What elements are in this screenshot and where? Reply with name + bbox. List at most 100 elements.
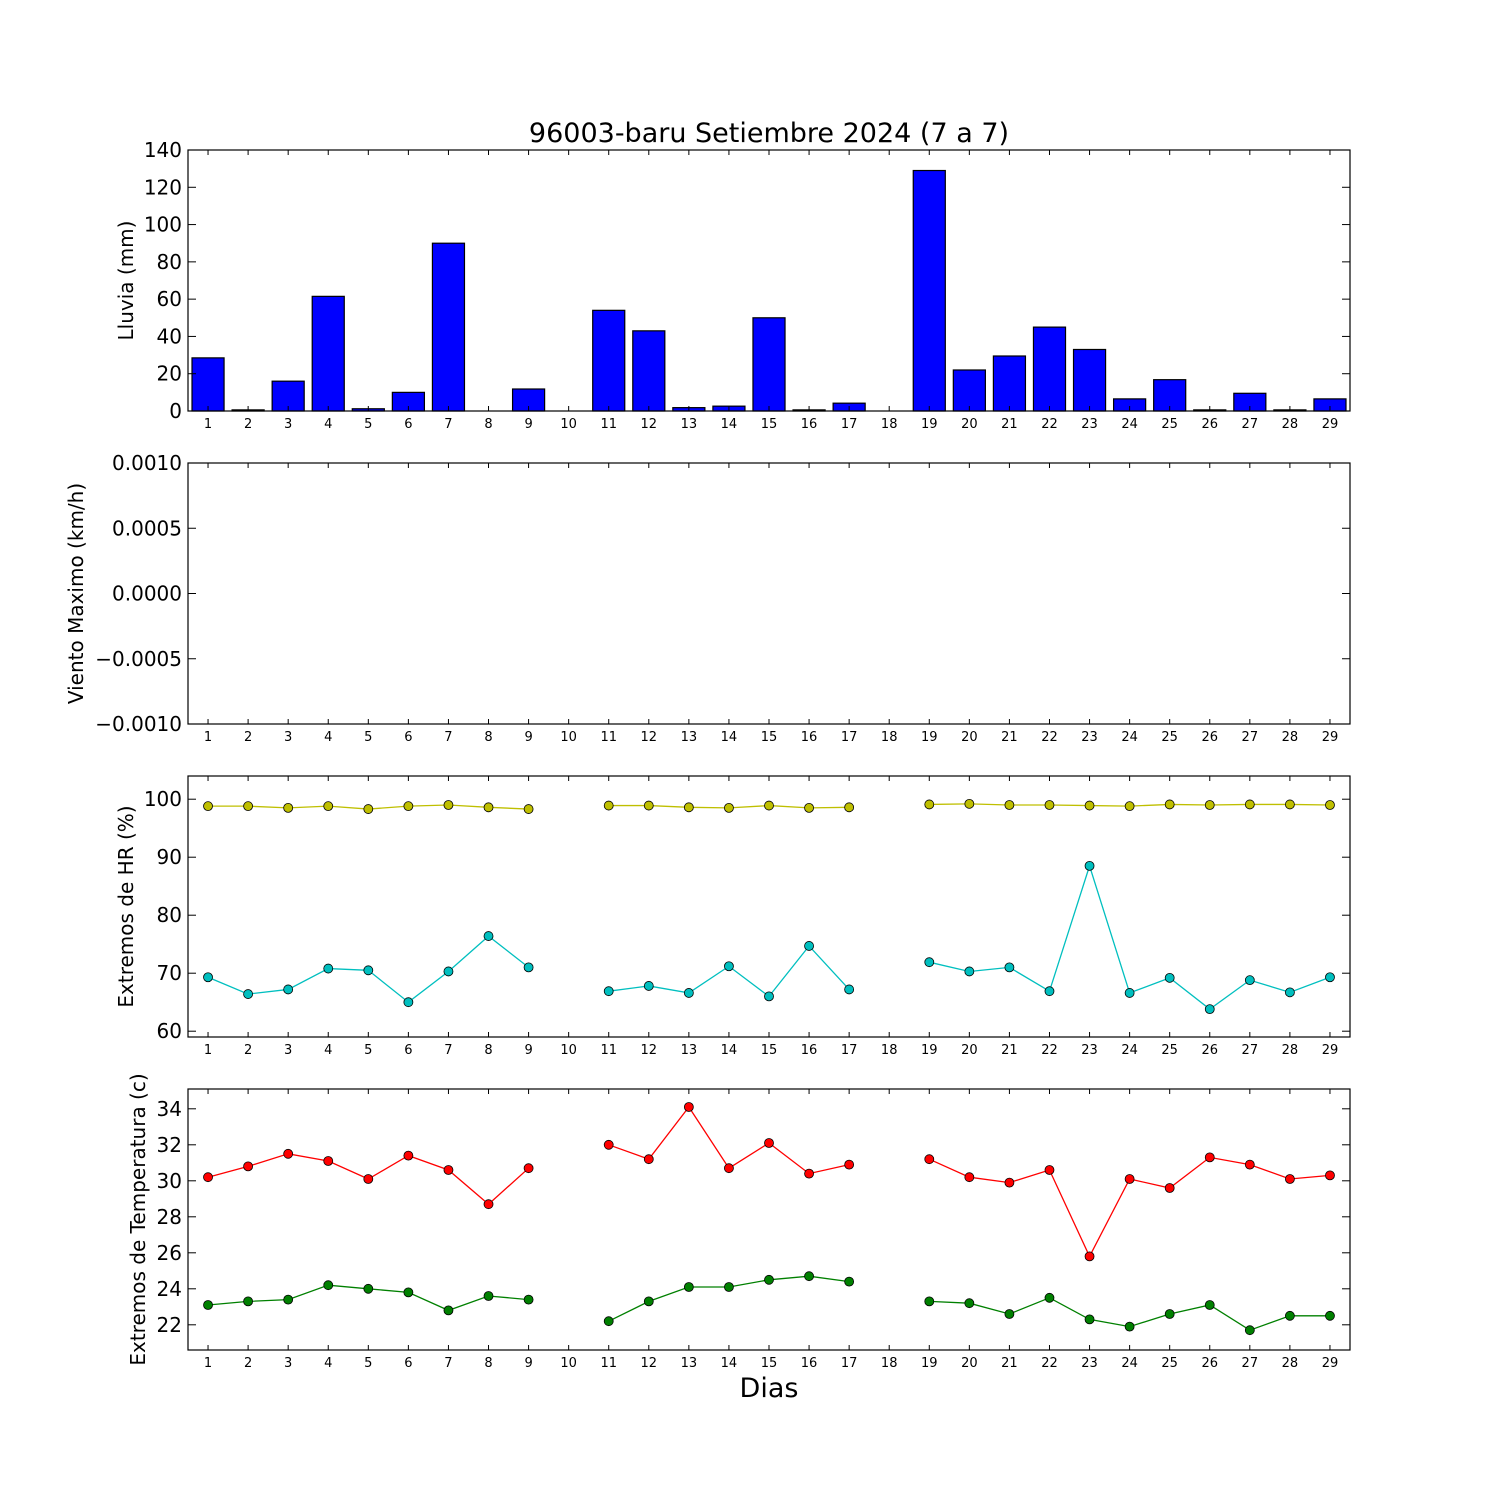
series-1-point-day-22 (1044, 986, 1055, 997)
x-tick-label: 23 (1081, 730, 1098, 745)
x-tick-label: 4 (324, 1356, 332, 1371)
series-0-point-day-3 (283, 803, 294, 813)
y-tick-label: 0 (169, 399, 182, 423)
x-tick-label: 20 (961, 1043, 978, 1058)
x-tick-label: 20 (961, 417, 978, 432)
y-tick-label: −0.0005 (95, 647, 182, 671)
y-tick-label: 26 (157, 1241, 182, 1265)
series-0-point-day-9 (523, 804, 534, 814)
series-1-point-day-1 (203, 972, 213, 983)
series-0-point-day-22 (1044, 800, 1055, 810)
series-1-point-day-24 (1124, 1321, 1135, 1332)
series-0-point-day-27 (1244, 799, 1255, 810)
x-tick-label: 6 (404, 417, 412, 432)
series-1-point-day-5 (363, 965, 374, 976)
y-axis-label: Viento Maximo (km/h) (64, 483, 88, 704)
x-tick-label: 2 (244, 730, 252, 745)
y-tick-label: 24 (157, 1277, 182, 1301)
series-0-line-segment-2 (929, 1156, 1331, 1258)
x-tick-label: 27 (1242, 1356, 1259, 1371)
series-1-point-day-13 (683, 1282, 694, 1292)
series-0-point-day-11 (603, 1139, 614, 1150)
x-tick-label: 9 (524, 1356, 532, 1371)
x-tick-label: 13 (681, 730, 698, 745)
x-tick-label: 1 (204, 417, 212, 432)
y-tick-label: 0.0000 (112, 582, 182, 606)
series-1-point-day-3 (283, 984, 294, 995)
x-tick-label: 8 (484, 1356, 492, 1371)
x-tick-label: 23 (1081, 1356, 1098, 1371)
x-tick-label: 11 (600, 417, 617, 432)
x-tick-label: 1 (204, 1356, 212, 1371)
x-tick-label: 22 (1041, 730, 1058, 745)
series-1-point-day-5 (363, 1283, 374, 1294)
x-tick-label: 2 (244, 417, 252, 432)
x-tick-label: 22 (1041, 1043, 1058, 1058)
series-0-point-day-24 (1124, 1174, 1135, 1184)
y-axis-label: Lluvia (mm) (114, 221, 138, 341)
y-tick-label: 40 (157, 324, 182, 348)
series-0-point-day-1 (203, 1172, 213, 1183)
y-tick-label: 0.0010 (112, 451, 182, 475)
series-1-point-day-12 (643, 981, 654, 991)
x-tick-label: 4 (324, 730, 332, 745)
x-tick-label: 6 (404, 1043, 412, 1058)
series-0-point-day-8 (483, 802, 494, 813)
series-1-point-day-28 (1285, 1310, 1295, 1321)
x-tick-label: 13 (681, 1043, 698, 1058)
x-tick-label: 14 (721, 417, 738, 432)
series-1-point-day-8 (483, 931, 494, 941)
series-0-point-day-17 (844, 802, 855, 813)
x-tick-label: 11 (600, 1356, 617, 1371)
x-tick-label: 5 (364, 730, 372, 745)
x-tick-label: 4 (324, 1043, 332, 1058)
x-tick-label: 8 (484, 1043, 492, 1058)
y-axis-label: Extremos de HR (%) (114, 805, 138, 1007)
series-1-point-day-27 (1244, 975, 1255, 986)
y-tick-label: 60 (157, 287, 182, 311)
series-1-point-day-16 (804, 1271, 814, 1282)
series-0-point-day-6 (403, 1150, 414, 1161)
x-tick-label: 15 (761, 1356, 778, 1371)
x-tick-label: 1 (204, 1043, 212, 1058)
series-1-point-day-15 (764, 1274, 774, 1285)
series-1-point-day-1 (203, 1300, 213, 1310)
y-tick-label: 28 (157, 1205, 182, 1229)
series-0-point-day-1 (203, 801, 213, 812)
x-tick-label: 10 (560, 1356, 577, 1371)
x-tick-label: 19 (921, 1043, 938, 1058)
x-tick-label: 16 (801, 417, 818, 432)
bar-day-25 (1153, 379, 1187, 412)
x-tick-label: 1 (204, 730, 212, 745)
series-1-point-day-19 (924, 957, 935, 968)
x-tick-label: 21 (1001, 1043, 1018, 1058)
x-tick-label: 15 (761, 417, 778, 432)
series-1-point-day-25 (1164, 1309, 1175, 1319)
series-0-point-day-3 (283, 1148, 294, 1159)
x-tick-label: 7 (444, 1043, 452, 1058)
x-tick-label: 7 (444, 417, 452, 432)
series-1-point-day-20 (964, 1298, 975, 1309)
y-tick-label: 0.0005 (112, 516, 182, 540)
x-tick-label: 19 (921, 730, 938, 745)
y-tick-label: 140 (144, 138, 182, 162)
bar-day-11 (592, 309, 626, 412)
series-1-point-day-2 (243, 989, 254, 999)
series-0-point-day-15 (764, 800, 774, 811)
x-tick-label: 6 (404, 1356, 412, 1371)
x-tick-label: 13 (681, 417, 698, 432)
x-tick-label: 5 (364, 1043, 372, 1058)
x-tick-label: 9 (524, 730, 532, 745)
series-0-point-day-4 (323, 801, 334, 812)
series-0-point-day-22 (1044, 1165, 1055, 1175)
x-tick-label: 9 (524, 417, 532, 432)
x-tick-label: 18 (881, 1356, 898, 1371)
bar-day-3 (271, 380, 305, 412)
series-1-point-day-25 (1164, 972, 1175, 983)
y-axis-label: Extremos de Temperatura (c) (126, 1073, 150, 1365)
series-0-point-day-26 (1204, 1152, 1215, 1163)
series-0-point-day-28 (1285, 1174, 1295, 1184)
axes-frame (187, 462, 1351, 725)
y-tick-label: 100 (144, 213, 182, 237)
